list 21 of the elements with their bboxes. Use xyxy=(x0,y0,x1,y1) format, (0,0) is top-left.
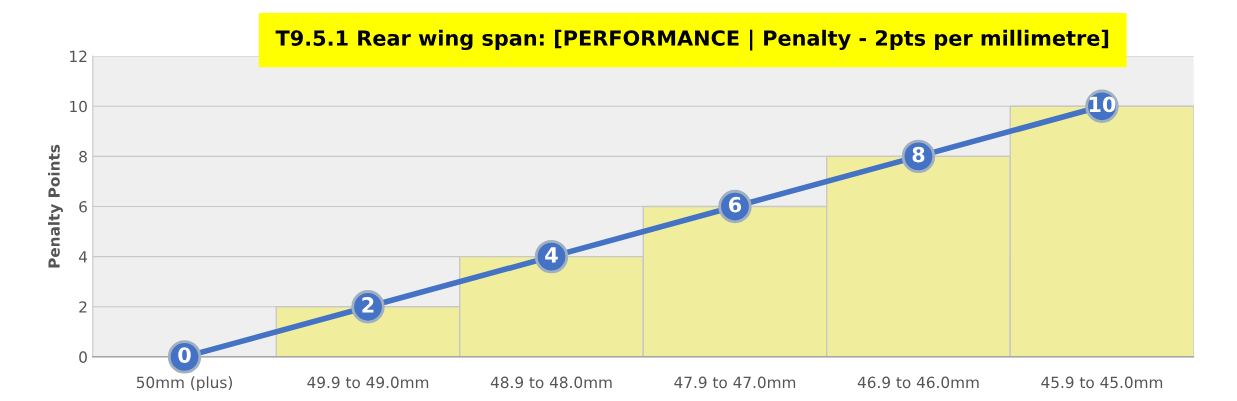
data-label: 0 xyxy=(178,347,191,363)
data-label: 10 xyxy=(1089,96,1116,113)
x-tick-label: 49.9 to 49.0mm xyxy=(307,376,429,389)
y-tick-label: 0 xyxy=(79,351,87,363)
y-tick-label: 8 xyxy=(79,150,87,163)
y-tick-label: 10 xyxy=(70,100,87,113)
y-tick-label: 4 xyxy=(78,251,88,263)
x-tick-label: 50mm (plus) xyxy=(136,376,232,392)
y-tick-label: 2 xyxy=(79,301,87,313)
chart-title: T9.5.1 Rear wing span: [PERFORMANCE | Penalty - 2pts per millimetre] xyxy=(275,29,1109,51)
y-axis-title: Penalty Points xyxy=(48,144,63,268)
x-tick-label: 46.9 to 46.0mm xyxy=(857,376,979,389)
data-label: 4 xyxy=(545,247,558,263)
x-tick-label: 45.9 to 45.0mm xyxy=(1041,376,1163,389)
data-label: 6 xyxy=(729,196,742,213)
x-tick-label: 48.9 to 48.0mm xyxy=(490,376,612,389)
y-tick-label: 6 xyxy=(79,200,87,213)
x-tick-label: 47.9 to 47.0mm xyxy=(674,376,796,389)
data-label: 2 xyxy=(362,297,374,313)
data-label: 8 xyxy=(912,146,925,163)
y-tick-label: 12 xyxy=(70,50,87,62)
